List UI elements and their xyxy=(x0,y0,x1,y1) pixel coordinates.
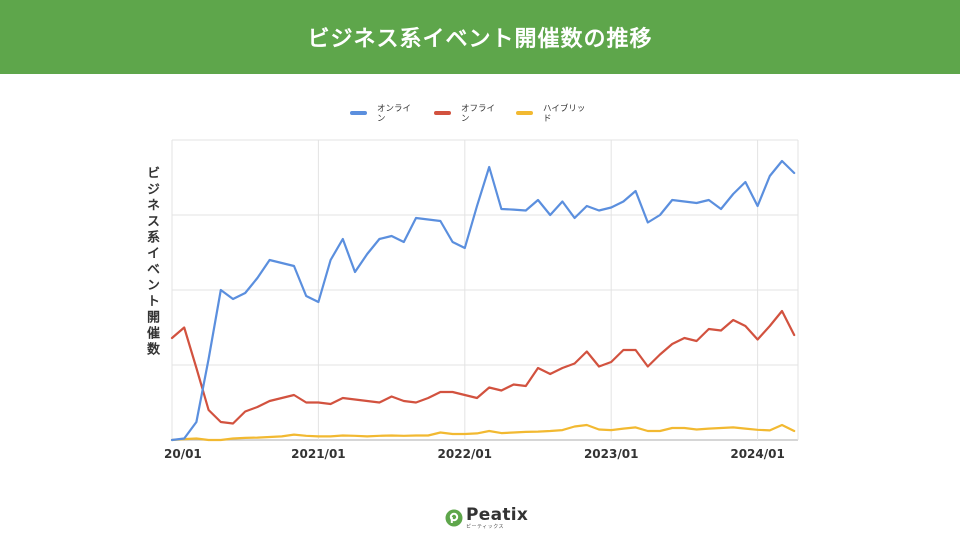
legend-label: ン xyxy=(461,114,470,124)
slide-title: ビジネス系イベント開催数の推移 xyxy=(307,27,653,52)
y-axis-label: ビジネス系イベント開催数 xyxy=(144,166,159,358)
x-tick-label: 2021/01 xyxy=(291,447,345,461)
x-tick-label: 2023/01 xyxy=(584,447,638,461)
x-tick-label: 20/01 xyxy=(164,447,202,461)
slide-header: ビジネス系イベント開催数の推移 xyxy=(0,0,960,74)
series-line xyxy=(170,159,796,442)
peatix-logo-icon xyxy=(445,509,463,527)
legend-label: オンライ xyxy=(377,104,411,114)
legend-label: ド xyxy=(543,114,552,124)
legend-label: ハイブリッ xyxy=(543,103,585,114)
chart-x-axis: 20/01 2021/01 2022/01 2023/01 2024/01 xyxy=(164,447,785,461)
x-tick-label: 2024/01 xyxy=(730,447,784,461)
peatix-logo-text: Peatix xyxy=(466,504,529,525)
chart-gridlines xyxy=(171,139,799,441)
x-tick-label: 2022/01 xyxy=(438,447,492,461)
legend-label: ン xyxy=(377,114,386,124)
chart-series xyxy=(170,159,796,442)
series-line xyxy=(170,423,796,442)
peatix-logo-kana: ピーティックス xyxy=(466,523,505,530)
legend-label: オフライ xyxy=(461,104,495,114)
series-line xyxy=(170,309,796,425)
peatix-logo: Peatix ピーティックス xyxy=(445,503,528,533)
